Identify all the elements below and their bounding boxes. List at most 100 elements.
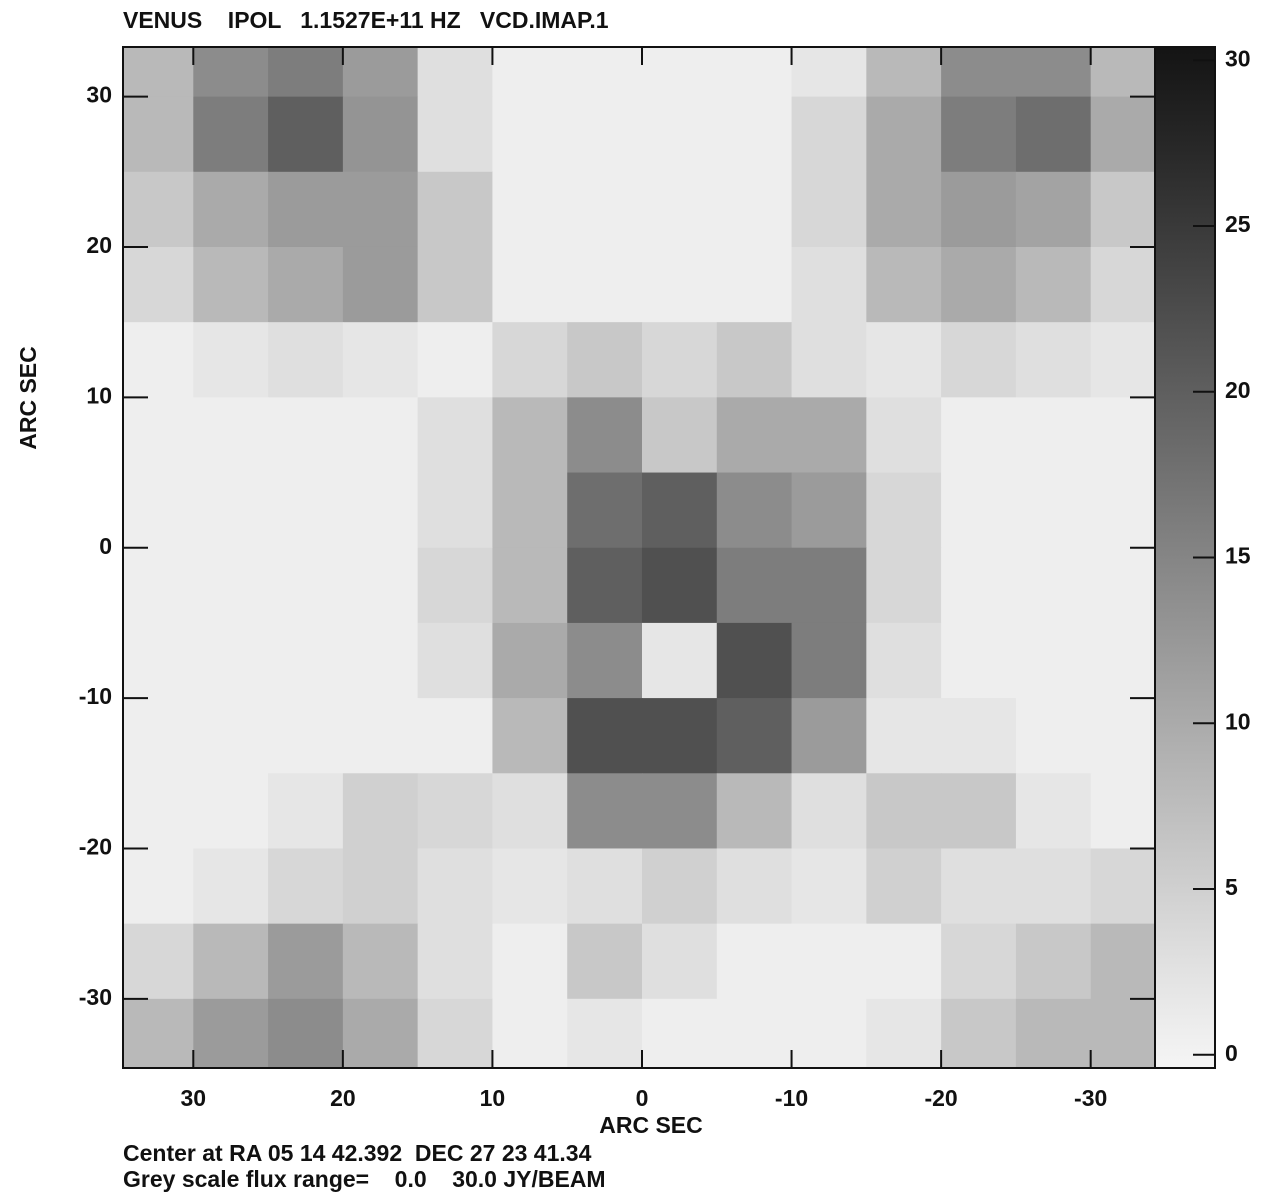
- cell: [343, 172, 418, 248]
- cell: [119, 397, 194, 473]
- cell: [492, 322, 567, 398]
- cell: [642, 97, 717, 173]
- cell: [941, 172, 1016, 248]
- cell: [792, 322, 867, 398]
- cell: [268, 247, 343, 323]
- cell: [866, 999, 941, 1075]
- cell: [642, 999, 717, 1075]
- cell: [941, 21, 1016, 97]
- cell: [941, 924, 1016, 1000]
- cell: [268, 623, 343, 699]
- cell: [567, 848, 642, 924]
- cell: [717, 322, 792, 398]
- cell: [642, 924, 717, 1000]
- cell: [567, 322, 642, 398]
- cell: [418, 999, 493, 1075]
- cell: [193, 247, 268, 323]
- cell: [717, 548, 792, 624]
- cell: [941, 397, 1016, 473]
- cell: [418, 172, 493, 248]
- x-tick-label: 20: [330, 1085, 356, 1111]
- cell: [717, 172, 792, 248]
- cell: [1016, 473, 1091, 549]
- cell: [268, 924, 343, 1000]
- cell: [193, 999, 268, 1075]
- cell: [792, 473, 867, 549]
- chart-title: VENUS IPOL 1.1527E+11 HZ VCD.IMAP.1: [123, 7, 609, 33]
- y-tick-label: -10: [79, 683, 112, 709]
- cell: [119, 322, 194, 398]
- chart: VENUS IPOL 1.1527E+11 HZ VCD.IMAP.1 ARC …: [0, 0, 1270, 1198]
- cell: [193, 848, 268, 924]
- cell: [1016, 623, 1091, 699]
- cell: [193, 773, 268, 849]
- cell: [492, 397, 567, 473]
- cell: [717, 97, 792, 173]
- cell: [1016, 698, 1091, 774]
- cell: [1016, 247, 1091, 323]
- footer-line: Center at RA 05 14 42.392 DEC 27 23 41.3…: [123, 1140, 592, 1166]
- cell: [1016, 322, 1091, 398]
- x-tick-label: -10: [775, 1085, 808, 1111]
- cell: [492, 473, 567, 549]
- cell: [941, 848, 1016, 924]
- y-tick-label: 0: [99, 533, 112, 559]
- cell: [343, 97, 418, 173]
- cell: [941, 999, 1016, 1075]
- cell: [193, 623, 268, 699]
- cell: [866, 548, 941, 624]
- cell: [268, 97, 343, 173]
- y-axis-label: ARC SEC: [15, 346, 41, 450]
- cell: [717, 473, 792, 549]
- cell: [492, 848, 567, 924]
- cell: [492, 698, 567, 774]
- cell: [866, 473, 941, 549]
- cell: [642, 623, 717, 699]
- cell: [567, 548, 642, 624]
- x-tick-label: 30: [180, 1085, 206, 1111]
- cell: [418, 473, 493, 549]
- cell: [119, 548, 194, 624]
- cell: [792, 698, 867, 774]
- cell: [343, 473, 418, 549]
- cell: [717, 848, 792, 924]
- cell: [866, 172, 941, 248]
- cell: [343, 999, 418, 1075]
- cell: [193, 924, 268, 1000]
- cell: [567, 97, 642, 173]
- cell: [567, 247, 642, 323]
- cell: [418, 623, 493, 699]
- cell: [119, 623, 194, 699]
- cell: [492, 924, 567, 1000]
- cell: [941, 773, 1016, 849]
- cell: [343, 247, 418, 323]
- cell: [1016, 172, 1091, 248]
- cell: [418, 397, 493, 473]
- cell: [492, 999, 567, 1075]
- cell: [268, 473, 343, 549]
- cell: [343, 698, 418, 774]
- y-tick-label: -20: [79, 834, 112, 860]
- cell: [792, 172, 867, 248]
- cell: [642, 397, 717, 473]
- cell: [866, 698, 941, 774]
- cell: [119, 999, 194, 1075]
- cell: [792, 924, 867, 1000]
- cell: [418, 97, 493, 173]
- footer-line: Grey scale flux range= 0.0 30.0 JY/BEAM: [123, 1166, 606, 1192]
- cell: [567, 623, 642, 699]
- cell: [866, 623, 941, 699]
- cell: [343, 773, 418, 849]
- cell: [119, 773, 194, 849]
- cell: [268, 322, 343, 398]
- cell: [193, 97, 268, 173]
- cell: [268, 548, 343, 624]
- image: [119, 21, 1166, 1074]
- cell: [492, 172, 567, 248]
- cell: [119, 473, 194, 549]
- cell: [866, 247, 941, 323]
- cell: [866, 397, 941, 473]
- cell: [119, 97, 194, 173]
- cell: [1016, 97, 1091, 173]
- cell: [492, 623, 567, 699]
